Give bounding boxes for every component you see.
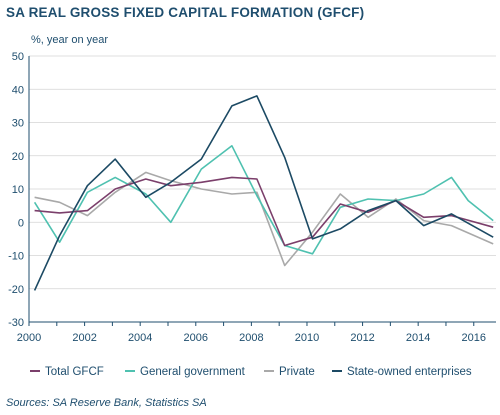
y-tick-label: 30 [12,118,24,130]
legend: Total GFCF General government Private State… [30,366,472,378]
chart-title: SA REAL GROSS FIXED CAPITAL FORMATION (G… [6,5,365,20]
y-tick-label: 20 [12,151,24,163]
x-tick-label: 2016 [462,332,486,344]
x-tick-label: 2008 [239,332,263,344]
x-tick-label: 2002 [72,332,96,344]
series-line-state-owned-enterprises [33,95,494,291]
y-tick-label: 0 [18,217,24,229]
series-line-private [34,171,494,267]
y-axis-unit-label: %, year on year [31,34,108,46]
x-tick-label: 2010 [295,332,319,344]
y-tick-label: 40 [12,84,24,96]
x-tick-label: 2012 [350,332,374,344]
y-tick-label: 50 [12,51,24,63]
legend-label: Total GFCF [45,366,104,378]
y-tick-label: -20 [8,284,24,296]
x-tick-label: 2006 [184,332,208,344]
series-line-total-gfcf [34,176,494,247]
series-layer [33,95,494,291]
x-tick-label: 2000 [17,332,41,344]
y-tick-label: 10 [12,184,24,196]
source-note: Sources: SA Reserve Bank, Statistics SA [6,397,207,409]
x-tick-label: 2004 [128,332,152,344]
grid-layer [29,55,496,290]
legend-label: Private [279,366,315,378]
series-line-general-government [33,145,494,255]
y-tick-label: -10 [8,251,24,263]
legend-label: State-owned enterprises [347,366,472,378]
legend-label: General government [140,366,246,378]
y-tick-label: -30 [8,317,24,329]
x-tick-label: 2014 [406,332,430,344]
